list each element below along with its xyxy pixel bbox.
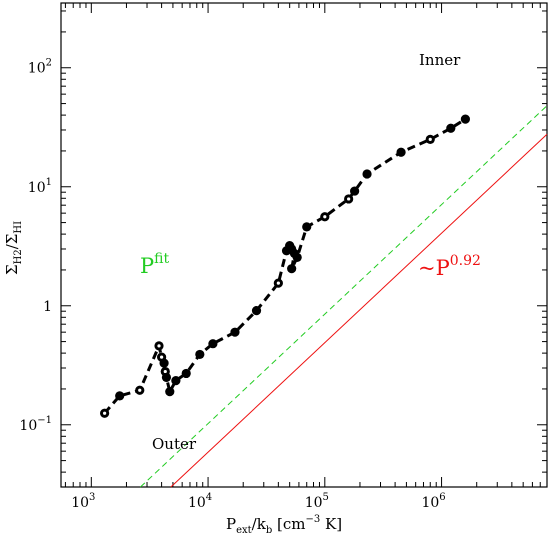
plot-frame: [60, 2, 548, 488]
x-tick-label: 106: [421, 492, 445, 511]
law-annotation-base: ~P: [418, 256, 450, 280]
law-annotation-sup: 0.92: [450, 253, 481, 269]
fit-line-pfit: [140, 105, 548, 488]
x-tick-labels: 103 104 105 106: [71, 492, 445, 511]
data-point: [171, 376, 181, 386]
x-axis-label-sub2: b: [266, 525, 272, 536]
y-tick-label-exp: 1: [46, 177, 52, 188]
x-tick-label-exp: 4: [206, 492, 212, 503]
x-axis-label-sub1: ext: [236, 525, 252, 536]
y-tick-label-base: 10: [28, 180, 46, 196]
y-tick-label-base: 10: [28, 61, 46, 77]
fit-lines: [140, 105, 548, 488]
data-series: [100, 114, 470, 418]
x-tick-label: 103: [71, 492, 95, 511]
y-tick-label: 1: [43, 299, 52, 315]
x-tick-label: 105: [305, 492, 329, 511]
data-point: [251, 306, 262, 316]
y-tick-label: 101: [28, 177, 52, 196]
x-tick-label-exp: 5: [323, 492, 329, 503]
data-point-center: [323, 215, 327, 219]
x-tick-label-base: 10: [305, 495, 323, 511]
data-point: [181, 368, 191, 379]
data-point-center: [163, 369, 167, 374]
y-tick-label-base: 1: [43, 299, 52, 315]
y-axis-label-base2: Σ: [3, 234, 21, 245]
y-axis-label-base1: Σ: [3, 264, 21, 275]
data-point: [115, 391, 125, 401]
data-point: [396, 147, 406, 157]
data-point: [460, 114, 470, 124]
x-tick-label-exp: 3: [89, 492, 95, 503]
fit-annotation: Pfit: [140, 251, 169, 278]
fit-line-power-law: [170, 133, 548, 488]
data-point: [208, 339, 218, 349]
x-tick-label-exp: 6: [439, 492, 445, 503]
x-axis-label-power: −3: [305, 514, 320, 525]
fit-annotation-sup: fit: [154, 251, 169, 267]
outer-label: Outer: [152, 435, 197, 453]
data-point: [195, 349, 205, 360]
data-point-center: [276, 281, 280, 285]
data-point-center: [103, 411, 107, 415]
data-point: [446, 123, 456, 133]
y-tick-label-exp: 2: [46, 58, 52, 69]
data-point: [302, 222, 312, 232]
data-point: [161, 372, 172, 383]
fit-annotation-base: P: [140, 254, 154, 278]
data-point-center: [138, 388, 142, 392]
x-tick-label: 104: [188, 492, 212, 511]
x-axis-label-close: K]: [320, 515, 342, 533]
x-axis-label-open: [cm: [272, 515, 305, 533]
y-tick-label-exp: −1: [37, 415, 52, 426]
data-point: [159, 358, 169, 368]
law-annotation: ~P0.92: [418, 253, 481, 280]
axis-ticks: [61, 3, 548, 488]
y-axis-label-sub1: H2: [13, 249, 24, 264]
data-point: [287, 264, 297, 274]
data-point: [362, 169, 372, 179]
data-point-center: [428, 137, 432, 141]
y-tick-label: 10−1: [19, 415, 52, 434]
data-point-center: [160, 355, 164, 359]
inner-label: Inner: [419, 51, 461, 69]
data-point: [350, 186, 360, 196]
y-tick-label-base: 10: [19, 418, 37, 434]
x-tick-label-base: 10: [188, 495, 206, 511]
data-point-center: [347, 197, 351, 201]
y-tick-label: 102: [28, 58, 52, 77]
x-axis-label-mid: /k: [252, 515, 267, 533]
data-point: [165, 386, 175, 397]
y-axis-label-slash: /: [3, 243, 21, 249]
data-point-center: [157, 344, 161, 348]
y-axis-label-sub2: HI: [13, 221, 24, 234]
data-point: [230, 327, 240, 337]
x-axis-label: Pext/kb [cm−3 K]: [226, 514, 342, 536]
x-tick-label-base: 10: [421, 495, 439, 511]
y-axis-label: ΣH2/ΣHI: [3, 221, 24, 275]
x-axis-label-base: P: [226, 515, 236, 533]
x-tick-label-base: 10: [71, 495, 89, 511]
data-point: [292, 252, 302, 262]
